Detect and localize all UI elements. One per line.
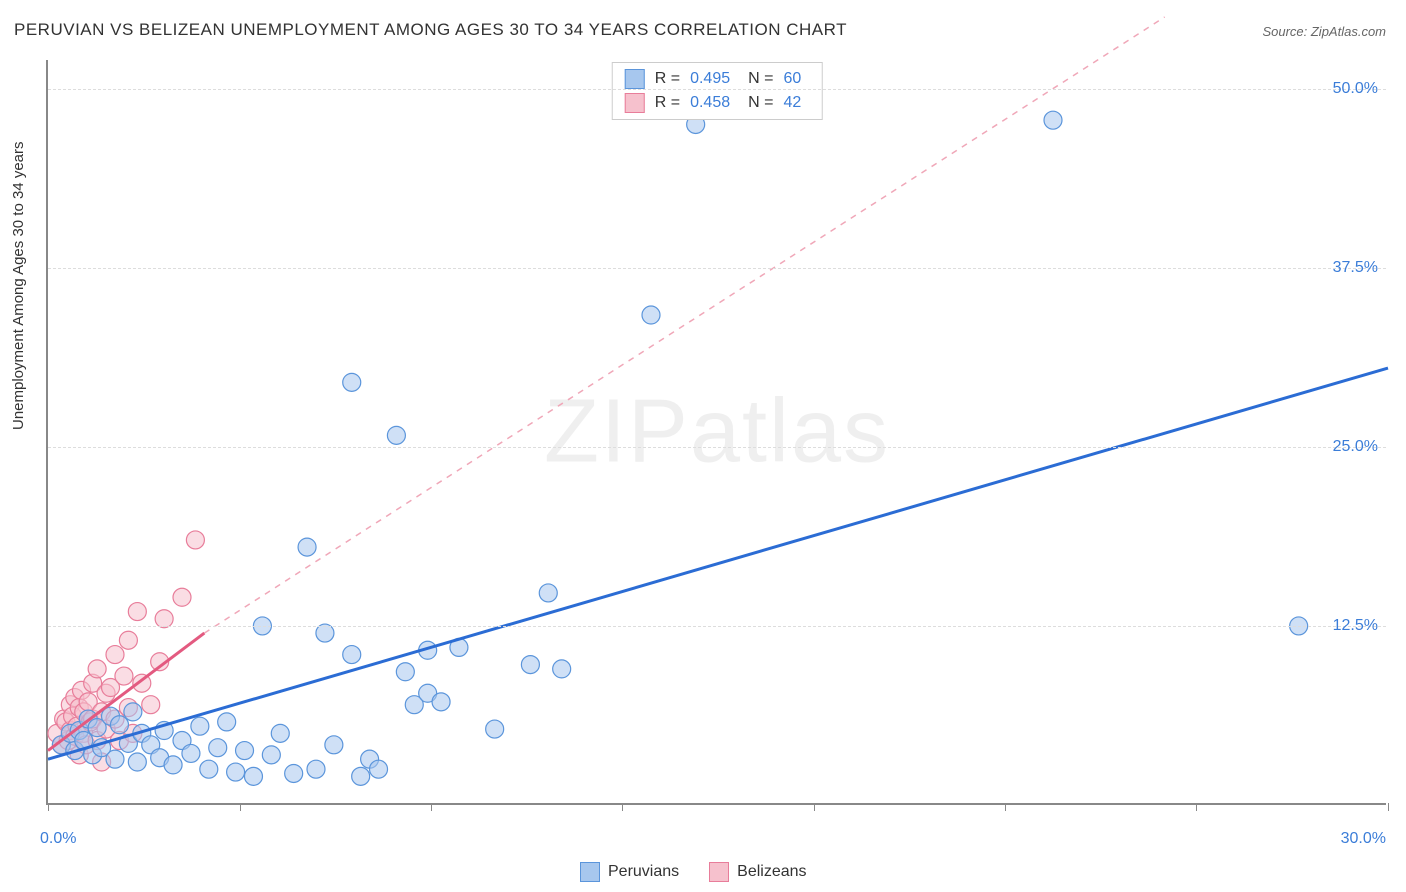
legend-label-belizeans: Belizeans [737, 863, 806, 881]
data-point [191, 717, 209, 735]
data-point [486, 720, 504, 738]
x-tick [1388, 803, 1389, 811]
gridline-h [48, 268, 1386, 269]
y-tick-label: 25.0% [1333, 438, 1378, 456]
data-point [88, 660, 106, 678]
data-point [262, 746, 280, 764]
n-value-belizeans: 42 [783, 94, 801, 112]
data-point [396, 663, 414, 681]
chart-title: PERUVIAN VS BELIZEAN UNEMPLOYMENT AMONG … [14, 20, 847, 40]
trend-line [48, 368, 1388, 759]
stats-row-peruvians: R = 0.495 N = 60 [625, 67, 810, 91]
y-tick-label: 12.5% [1333, 617, 1378, 635]
data-point [244, 767, 262, 785]
data-point [209, 739, 227, 757]
data-point [325, 736, 343, 754]
chart-svg [48, 60, 1386, 803]
bottom-legend: Peruvians Belizeans [580, 862, 807, 882]
data-point [124, 703, 142, 721]
x-axis-end-label: 30.0% [1341, 830, 1386, 848]
swatch-belizeans [625, 93, 645, 113]
stats-box: R = 0.495 N = 60 R = 0.458 N = 42 [612, 62, 823, 120]
x-tick [1196, 803, 1197, 811]
legend-item-peruvians: Peruvians [580, 862, 679, 882]
r-label: R = [655, 70, 680, 88]
y-tick-label: 37.5% [1333, 259, 1378, 277]
swatch-peruvians [625, 69, 645, 89]
data-point [164, 756, 182, 774]
r-label: R = [655, 94, 680, 112]
stats-row-belizeans: R = 0.458 N = 42 [625, 91, 810, 115]
data-point [343, 373, 361, 391]
data-point [352, 767, 370, 785]
data-point [115, 667, 133, 685]
data-point [218, 713, 236, 731]
data-point [307, 760, 325, 778]
data-point [370, 760, 388, 778]
data-point [173, 588, 191, 606]
data-point [432, 693, 450, 711]
data-point [227, 763, 245, 781]
data-point [271, 724, 289, 742]
legend-swatch-belizeans [709, 862, 729, 882]
legend-item-belizeans: Belizeans [709, 862, 806, 882]
data-point [182, 744, 200, 762]
x-tick [622, 803, 623, 811]
x-tick [1005, 803, 1006, 811]
data-point [285, 764, 303, 782]
data-point [119, 631, 137, 649]
data-point [186, 531, 204, 549]
data-point [128, 603, 146, 621]
data-point [236, 742, 254, 760]
legend-swatch-peruvians [580, 862, 600, 882]
r-value-peruvians: 0.495 [690, 70, 730, 88]
data-point [142, 696, 160, 714]
data-point [128, 753, 146, 771]
data-point [553, 660, 571, 678]
data-point [642, 306, 660, 324]
y-tick-label: 50.0% [1333, 80, 1378, 98]
x-tick [431, 803, 432, 811]
n-value-peruvians: 60 [783, 70, 801, 88]
data-point [521, 656, 539, 674]
gridline-h [48, 626, 1386, 627]
legend-label-peruvians: Peruvians [608, 863, 679, 881]
x-tick [240, 803, 241, 811]
plot-area: ZIPatlas R = 0.495 N = 60 R = 0.458 N = … [46, 60, 1386, 805]
data-point [343, 646, 361, 664]
x-tick [814, 803, 815, 811]
source-attribution: Source: ZipAtlas.com [1262, 24, 1386, 39]
data-point [387, 426, 405, 444]
n-label: N = [748, 70, 773, 88]
data-point [298, 538, 316, 556]
data-point [106, 646, 124, 664]
x-axis-start-label: 0.0% [40, 830, 76, 848]
n-label: N = [748, 94, 773, 112]
gridline-h [48, 89, 1386, 90]
y-axis-title: Unemployment Among Ages 30 to 34 years [10, 141, 27, 430]
data-point [539, 584, 557, 602]
data-point [200, 760, 218, 778]
data-point [1044, 111, 1062, 129]
gridline-h [48, 447, 1386, 448]
x-tick [48, 803, 49, 811]
data-point [106, 750, 124, 768]
r-value-belizeans: 0.458 [690, 94, 730, 112]
data-point [110, 716, 128, 734]
